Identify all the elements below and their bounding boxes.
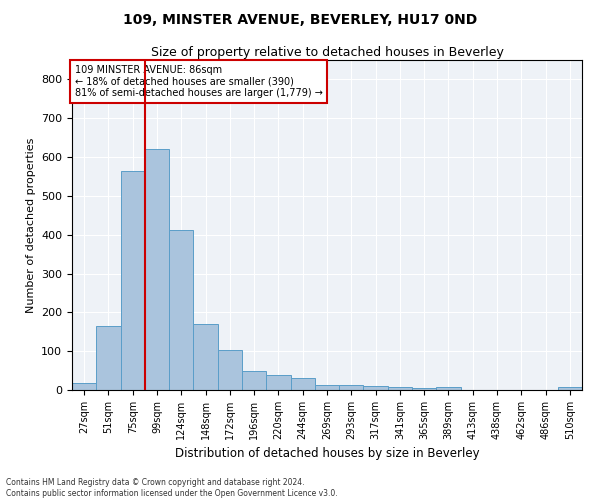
Bar: [558, 388, 582, 390]
Bar: [339, 385, 364, 390]
Bar: [364, 386, 388, 390]
Bar: [436, 388, 461, 390]
Bar: [72, 383, 96, 390]
Bar: [193, 324, 218, 390]
Bar: [242, 370, 266, 390]
Bar: [315, 384, 339, 390]
Bar: [218, 350, 242, 390]
X-axis label: Distribution of detached houses by size in Beverley: Distribution of detached houses by size …: [175, 448, 479, 460]
Bar: [290, 378, 315, 390]
Text: 109, MINSTER AVENUE, BEVERLEY, HU17 0ND: 109, MINSTER AVENUE, BEVERLEY, HU17 0ND: [123, 12, 477, 26]
Text: Contains HM Land Registry data © Crown copyright and database right 2024.
Contai: Contains HM Land Registry data © Crown c…: [6, 478, 338, 498]
Title: Size of property relative to detached houses in Beverley: Size of property relative to detached ho…: [151, 46, 503, 59]
Text: 109 MINSTER AVENUE: 86sqm
← 18% of detached houses are smaller (390)
81% of semi: 109 MINSTER AVENUE: 86sqm ← 18% of detac…: [74, 65, 322, 98]
Y-axis label: Number of detached properties: Number of detached properties: [26, 138, 35, 312]
Bar: [96, 326, 121, 390]
Bar: [412, 388, 436, 390]
Bar: [169, 230, 193, 390]
Bar: [266, 375, 290, 390]
Bar: [388, 387, 412, 390]
Bar: [121, 170, 145, 390]
Bar: [145, 150, 169, 390]
